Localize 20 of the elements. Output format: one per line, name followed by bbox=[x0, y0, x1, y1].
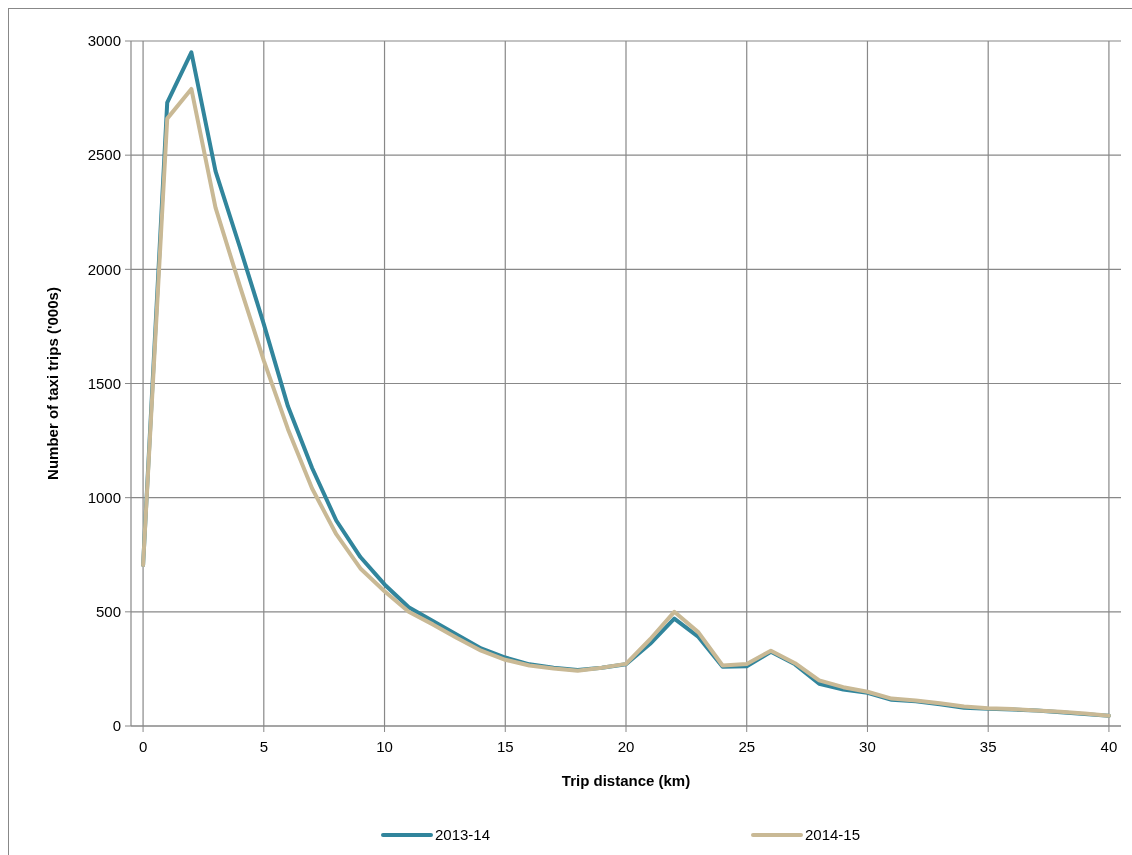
x-tick-label: 10 bbox=[376, 738, 393, 755]
x-tick-label: 15 bbox=[496, 738, 514, 755]
y-tick-label: 2000 bbox=[87, 260, 121, 278]
x-tick-label: 25 bbox=[738, 738, 756, 755]
x-tick-label: 40 bbox=[1100, 738, 1118, 755]
x-tick-label: 35 bbox=[979, 738, 997, 755]
y-tick-label: 2500 bbox=[87, 146, 121, 164]
x-tick-label: 30 bbox=[859, 738, 876, 755]
x-axis-title: Trip distance (km) bbox=[561, 772, 691, 789]
y-axis-title: Number of taxi trips ('000s) bbox=[44, 287, 61, 480]
legend-label: 2014-15 bbox=[805, 826, 861, 844]
y-tick-label: 1000 bbox=[87, 488, 121, 506]
y-tick-label: 500 bbox=[95, 603, 121, 621]
y-tick-label: 3000 bbox=[87, 32, 121, 50]
y-tick-label: 1500 bbox=[87, 374, 121, 392]
y-tick-label: 0 bbox=[112, 717, 121, 735]
x-tick-label: 5 bbox=[259, 738, 268, 755]
legend-label: 2013-14 bbox=[435, 826, 491, 844]
x-tick-label: 20 bbox=[617, 738, 635, 755]
x-tick-label: 0 bbox=[138, 738, 148, 755]
